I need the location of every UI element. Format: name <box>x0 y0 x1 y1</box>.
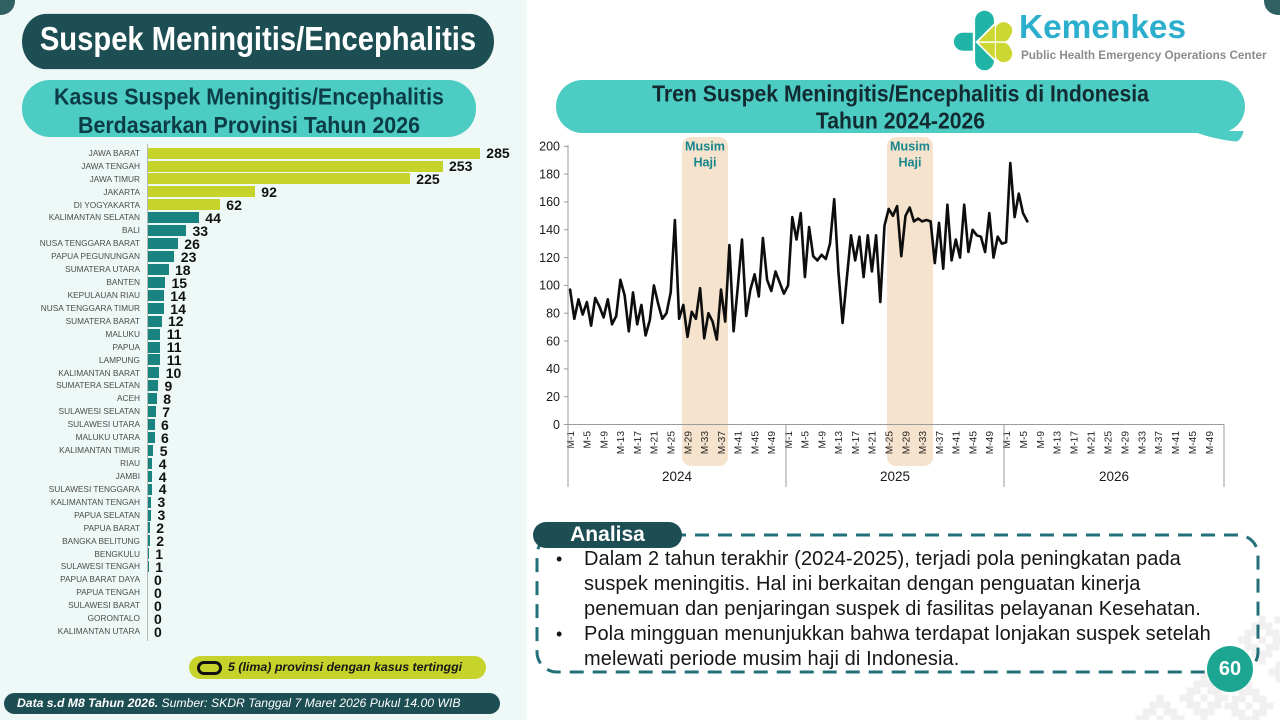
svg-text:M-49: M-49 <box>767 431 778 455</box>
svg-text:0: 0 <box>553 418 560 432</box>
svg-text:2025: 2025 <box>880 469 910 484</box>
svg-text:M-49: M-49 <box>1205 431 1216 455</box>
svg-text:M-9: M-9 <box>599 431 610 449</box>
svg-text:M-49: M-49 <box>985 431 996 455</box>
svg-text:M-37: M-37 <box>935 431 946 455</box>
svg-text:M-5: M-5 <box>801 431 812 449</box>
svg-text:M-17: M-17 <box>633 431 644 455</box>
svg-text:M-33: M-33 <box>700 431 711 455</box>
svg-text:M-13: M-13 <box>834 431 845 455</box>
svg-text:M-29: M-29 <box>901 431 912 455</box>
svg-text:80: 80 <box>546 307 560 321</box>
svg-text:Musim: Musim <box>890 140 930 154</box>
svg-text:100: 100 <box>539 279 560 293</box>
svg-text:M-9: M-9 <box>1036 431 1047 449</box>
svg-text:2024: 2024 <box>662 469 693 484</box>
svg-text:M-1: M-1 <box>566 431 577 449</box>
svg-text:120: 120 <box>539 251 560 265</box>
svg-text:M-5: M-5 <box>1019 431 1030 449</box>
svg-text:M-33: M-33 <box>1137 431 1148 455</box>
svg-text:M-41: M-41 <box>1171 431 1182 455</box>
svg-text:M-9: M-9 <box>817 431 828 449</box>
svg-text:M-13: M-13 <box>616 431 627 455</box>
svg-text:M-25: M-25 <box>885 431 896 455</box>
svg-text:M-45: M-45 <box>1188 431 1199 455</box>
svg-text:M-21: M-21 <box>650 431 661 455</box>
svg-text:40: 40 <box>546 362 560 376</box>
svg-text:Haji: Haji <box>693 156 716 170</box>
svg-text:M-13: M-13 <box>1053 431 1064 455</box>
svg-text:M-41: M-41 <box>952 431 963 455</box>
svg-text:M-25: M-25 <box>1104 431 1115 455</box>
svg-text:20: 20 <box>546 390 560 404</box>
svg-text:M-17: M-17 <box>1070 431 1081 455</box>
svg-text:Haji: Haji <box>898 156 921 170</box>
svg-text:M-21: M-21 <box>1087 431 1098 455</box>
svg-text:60: 60 <box>546 334 560 348</box>
svg-text:M-37: M-37 <box>717 431 728 455</box>
svg-text:M-29: M-29 <box>683 431 694 455</box>
svg-text:M-25: M-25 <box>667 431 678 455</box>
svg-text:M-29: M-29 <box>1120 431 1131 455</box>
svg-text:Musim: Musim <box>685 140 725 154</box>
svg-text:M-37: M-37 <box>1154 431 1165 455</box>
svg-text:M-17: M-17 <box>851 431 862 455</box>
svg-text:M-5: M-5 <box>583 431 594 449</box>
svg-text:M-21: M-21 <box>868 431 879 455</box>
svg-text:160: 160 <box>539 195 560 209</box>
svg-text:200: 200 <box>539 140 560 154</box>
svg-text:M-33: M-33 <box>918 431 929 455</box>
svg-text:M-1: M-1 <box>1002 431 1013 449</box>
svg-text:M-1: M-1 <box>784 431 795 449</box>
svg-text:140: 140 <box>539 223 560 237</box>
svg-text:M-45: M-45 <box>750 431 761 455</box>
svg-text:180: 180 <box>539 167 560 181</box>
svg-text:M-41: M-41 <box>734 431 745 455</box>
svg-text:2026: 2026 <box>1099 469 1129 484</box>
svg-text:M-45: M-45 <box>968 431 979 455</box>
